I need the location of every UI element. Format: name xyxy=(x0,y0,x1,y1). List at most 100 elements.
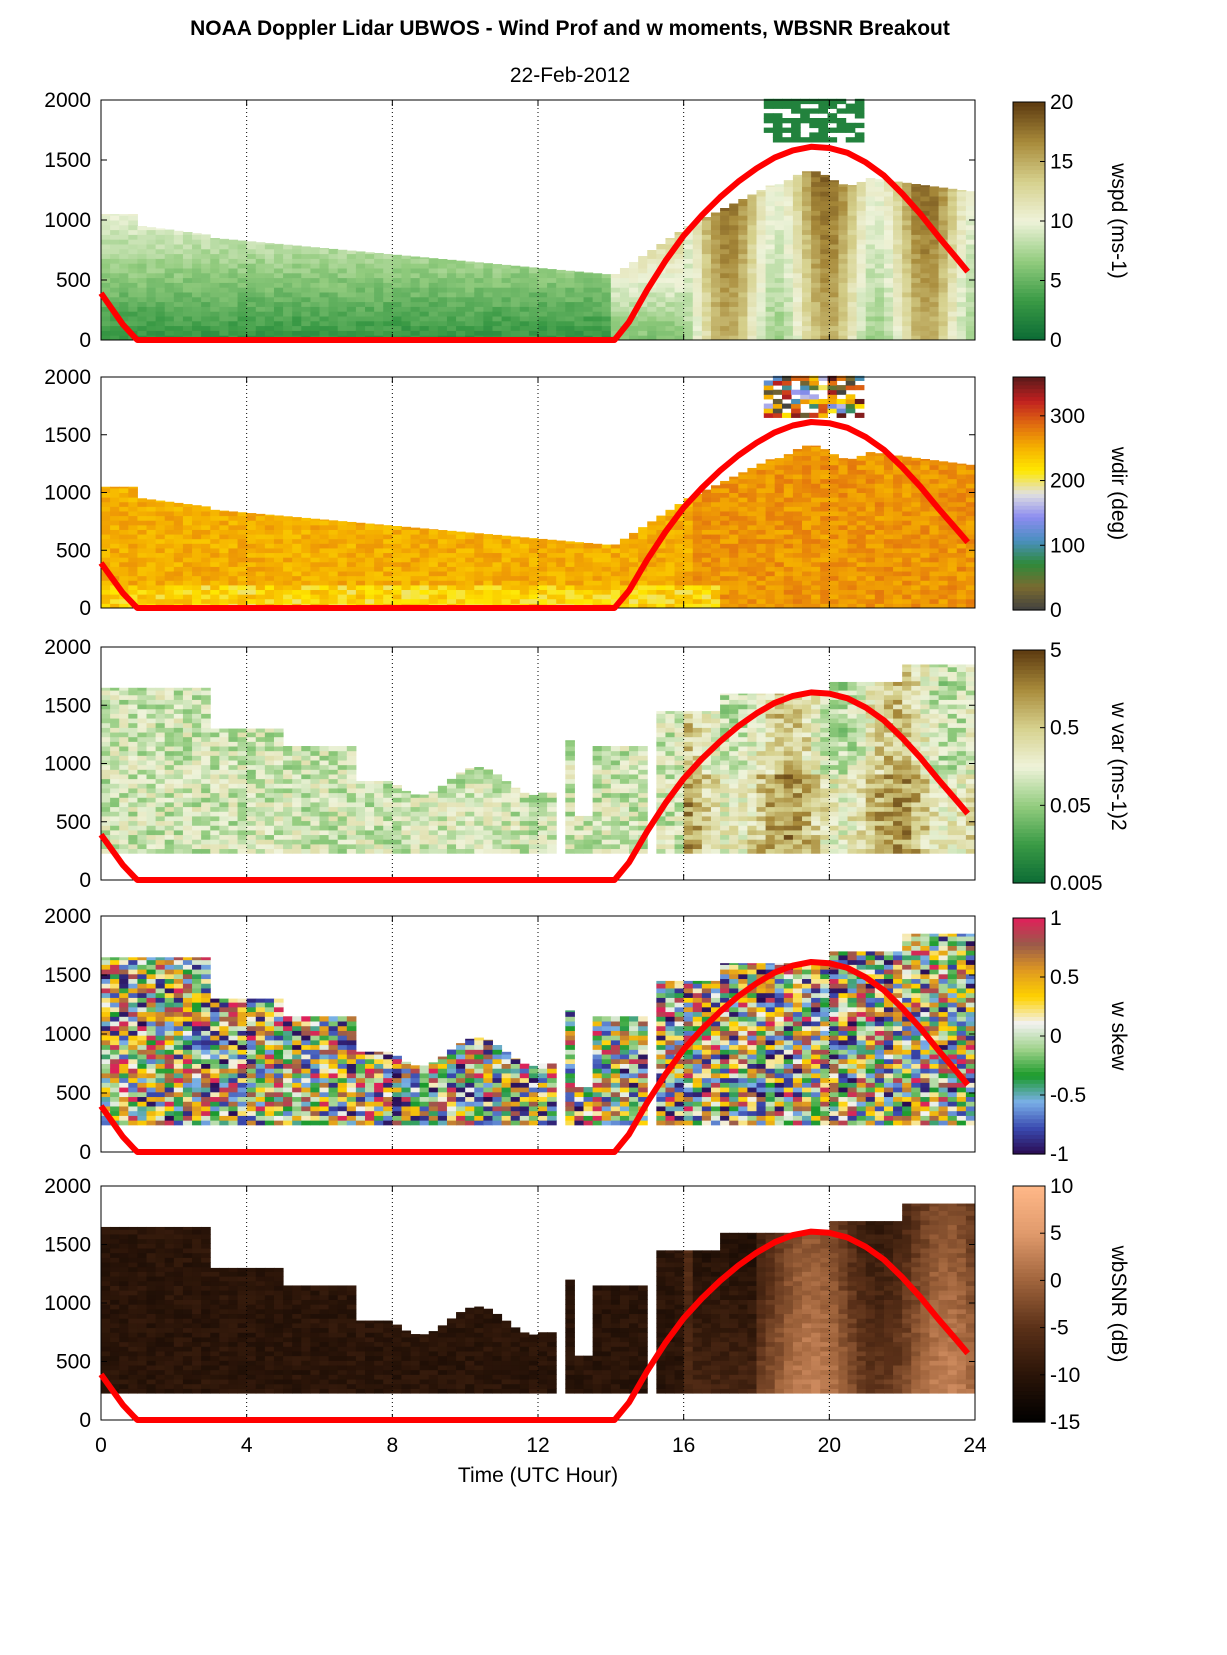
heatmap-cell xyxy=(556,296,566,303)
heatmap-cell xyxy=(328,301,339,307)
heatmap-cell xyxy=(292,272,302,279)
heatmap-cell xyxy=(856,474,867,480)
heatmap-cell xyxy=(337,277,348,283)
heatmap-cell xyxy=(747,263,757,269)
heatmap-cell xyxy=(583,306,594,312)
heatmap-cell xyxy=(747,478,757,484)
heatmap-cell xyxy=(710,580,721,586)
heatmap-cell xyxy=(565,547,575,554)
heatmap-cell xyxy=(610,575,621,581)
heatmap-cell xyxy=(829,224,839,231)
heatmap-cell xyxy=(911,287,921,293)
heatmap-cell xyxy=(610,566,621,572)
heatmap-cell xyxy=(210,268,220,274)
heatmap-cell xyxy=(101,320,111,327)
heatmap-cell xyxy=(237,301,248,307)
heatmap-cell xyxy=(883,253,894,259)
heatmap-cell xyxy=(847,515,858,521)
heatmap-cell xyxy=(829,510,839,517)
heatmap-cell xyxy=(701,492,712,498)
heatmap-cell xyxy=(774,316,785,322)
heatmap-cell xyxy=(720,320,730,327)
heatmap-cell xyxy=(665,296,676,303)
heatmap-cell xyxy=(346,557,357,563)
heatmap-cell xyxy=(483,566,493,572)
heatmap-cell xyxy=(874,220,885,226)
colorbar-step xyxy=(1013,427,1045,432)
heatmap-cell xyxy=(938,566,949,572)
heatmap-cell xyxy=(701,316,712,322)
heatmap-cell xyxy=(883,534,894,540)
heatmap-cell xyxy=(774,483,785,489)
heatmap-cell xyxy=(201,296,211,303)
colorbar-step xyxy=(1013,221,1045,226)
heatmap-cell xyxy=(893,196,903,202)
heatmap-cell xyxy=(383,301,393,307)
heatmap-cell xyxy=(392,561,402,567)
heatmap-cell xyxy=(820,552,830,558)
heatmap-cell xyxy=(883,557,894,563)
heatmap-cell xyxy=(119,704,129,710)
heatmap-cell xyxy=(365,320,375,327)
heatmap-cell xyxy=(210,598,220,604)
heatmap-cell xyxy=(865,464,876,470)
heatmap-cell xyxy=(865,320,876,327)
heatmap-cell xyxy=(547,571,557,577)
heatmap-cell xyxy=(556,282,566,288)
heatmap-cell xyxy=(101,732,111,738)
heatmap-cell xyxy=(865,330,876,336)
heatmap-cell xyxy=(446,547,457,554)
heatmap-cell xyxy=(783,580,794,586)
heatmap-cell xyxy=(956,589,967,595)
heatmap-cell xyxy=(301,258,311,264)
heatmap-cell xyxy=(273,296,284,303)
heatmap-cell xyxy=(845,127,856,133)
heatmap-cell xyxy=(638,282,648,288)
heatmap-cell xyxy=(947,575,958,581)
heatmap-cell xyxy=(647,571,657,577)
heatmap-cell xyxy=(319,287,330,293)
heatmap-cell xyxy=(392,287,402,293)
heatmap-cell xyxy=(164,325,175,331)
heatmap-cell xyxy=(319,561,330,567)
heatmap-cell xyxy=(565,598,575,604)
heatmap-cell xyxy=(783,335,794,341)
heatmap-cell xyxy=(938,335,949,341)
heatmap-cell xyxy=(192,566,202,572)
heatmap-cell xyxy=(838,589,849,595)
heatmap-cell xyxy=(665,584,676,591)
heatmap-cell xyxy=(774,210,785,216)
heatmap-cell xyxy=(774,224,785,231)
heatmap-cell xyxy=(756,272,767,279)
heatmap-cell xyxy=(701,557,712,563)
heatmap-cell xyxy=(319,248,330,255)
heatmap-cell xyxy=(856,239,867,245)
heatmap-cell xyxy=(893,524,903,530)
heatmap-cell xyxy=(701,497,712,503)
heatmap-cell xyxy=(729,520,739,526)
heatmap-cell xyxy=(647,584,657,591)
heatmap-cell xyxy=(893,234,903,240)
heatmap-cell xyxy=(210,575,220,581)
heatmap-cell xyxy=(292,589,302,595)
heatmap-cell xyxy=(437,571,448,577)
heatmap-cell xyxy=(783,306,794,312)
heatmap-cell xyxy=(811,325,821,331)
heatmap-cell xyxy=(492,538,503,544)
heatmap-cell xyxy=(920,229,930,235)
heatmap-cell xyxy=(938,301,949,307)
heatmap-cell xyxy=(792,287,803,293)
heatmap-cell xyxy=(929,547,940,554)
heatmap-cell xyxy=(173,543,184,549)
heatmap-cell xyxy=(483,589,493,595)
heatmap-cell xyxy=(756,589,767,595)
heatmap-cell xyxy=(883,205,894,211)
heatmap-cell xyxy=(965,561,976,567)
heatmap-cell xyxy=(965,575,976,581)
heatmap-cell xyxy=(574,584,585,591)
heatmap-cell xyxy=(556,598,566,604)
heatmap-cell xyxy=(474,287,484,293)
heatmap-cell xyxy=(902,215,912,221)
heatmap-cell xyxy=(182,234,193,240)
heatmap-cell xyxy=(865,483,876,489)
